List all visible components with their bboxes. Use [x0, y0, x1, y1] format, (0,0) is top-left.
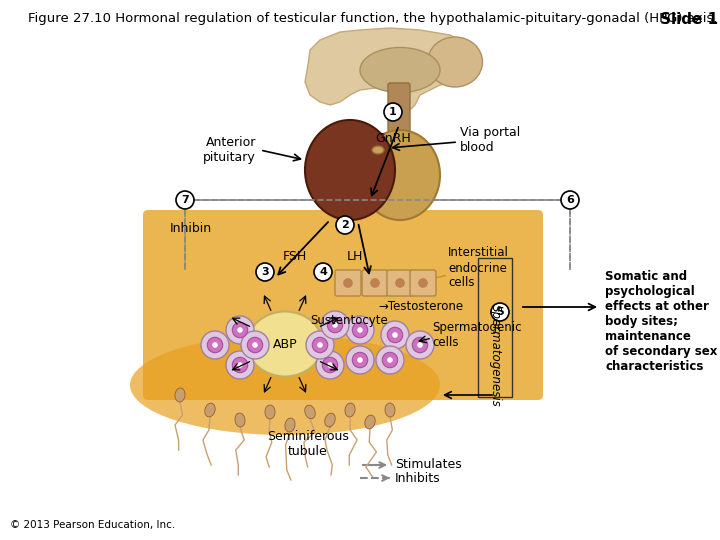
Ellipse shape	[130, 335, 440, 435]
Circle shape	[376, 346, 404, 374]
Circle shape	[343, 278, 353, 288]
Text: 3: 3	[261, 267, 269, 277]
FancyBboxPatch shape	[362, 270, 388, 296]
Text: Inhibits: Inhibits	[395, 471, 441, 484]
Text: 4: 4	[319, 267, 327, 277]
Text: FSH: FSH	[283, 250, 307, 263]
Text: 6: 6	[566, 195, 574, 205]
Ellipse shape	[325, 413, 335, 427]
Circle shape	[346, 346, 374, 374]
Text: ABP: ABP	[273, 338, 297, 350]
Circle shape	[336, 216, 354, 234]
Circle shape	[387, 327, 402, 343]
Circle shape	[417, 342, 423, 348]
Ellipse shape	[235, 413, 245, 427]
Circle shape	[226, 316, 254, 344]
Circle shape	[392, 332, 397, 338]
Polygon shape	[305, 28, 480, 110]
Circle shape	[491, 303, 509, 321]
Circle shape	[207, 338, 222, 353]
Text: Interstitial
endocrine
cells: Interstitial endocrine cells	[448, 246, 509, 289]
Circle shape	[406, 331, 434, 359]
Ellipse shape	[205, 403, 215, 417]
Text: Anterior
pituitary: Anterior pituitary	[203, 136, 256, 164]
Ellipse shape	[175, 388, 185, 402]
Circle shape	[346, 316, 374, 344]
Circle shape	[176, 191, 194, 209]
Text: © 2013 Pearson Education, Inc.: © 2013 Pearson Education, Inc.	[10, 520, 175, 530]
Circle shape	[323, 357, 338, 373]
Circle shape	[387, 357, 393, 363]
Circle shape	[328, 318, 343, 333]
Circle shape	[233, 322, 248, 338]
FancyBboxPatch shape	[335, 270, 361, 296]
Ellipse shape	[360, 130, 440, 220]
FancyBboxPatch shape	[143, 210, 543, 400]
Text: Spermatogenic
cells: Spermatogenic cells	[432, 321, 521, 349]
Circle shape	[252, 342, 258, 348]
Circle shape	[332, 322, 338, 328]
Text: Sustentocyte: Sustentocyte	[310, 314, 388, 327]
Circle shape	[370, 278, 380, 288]
Text: GnRH: GnRH	[375, 132, 411, 145]
Circle shape	[233, 357, 248, 373]
Circle shape	[327, 362, 333, 368]
Ellipse shape	[285, 418, 295, 432]
Circle shape	[384, 103, 402, 121]
Circle shape	[418, 278, 428, 288]
Circle shape	[357, 357, 363, 363]
Circle shape	[561, 191, 579, 209]
Text: Via portal
blood: Via portal blood	[460, 126, 521, 154]
Ellipse shape	[305, 405, 315, 419]
Circle shape	[352, 322, 368, 338]
Circle shape	[237, 362, 243, 368]
Text: 5: 5	[496, 307, 504, 317]
FancyBboxPatch shape	[387, 270, 413, 296]
Ellipse shape	[428, 37, 482, 87]
Circle shape	[212, 342, 218, 348]
Text: Somatic and
psychological
effects at other
body sites;
maintenance
of secondary : Somatic and psychological effects at oth…	[605, 270, 717, 373]
Circle shape	[381, 321, 409, 349]
Text: →Testosterone: →Testosterone	[378, 300, 463, 314]
Ellipse shape	[372, 146, 384, 154]
Circle shape	[247, 338, 263, 353]
Ellipse shape	[345, 403, 355, 417]
Text: 2: 2	[341, 220, 349, 230]
Circle shape	[256, 263, 274, 281]
Ellipse shape	[365, 415, 375, 429]
Text: LH: LH	[347, 250, 363, 263]
Text: Slide 1: Slide 1	[660, 12, 718, 27]
Text: Figure 27.10 Hormonal regulation of testicular function, the hypothalamic-pituit: Figure 27.10 Hormonal regulation of test…	[28, 12, 718, 25]
Circle shape	[357, 327, 363, 333]
FancyBboxPatch shape	[410, 270, 436, 296]
Ellipse shape	[384, 403, 395, 417]
Circle shape	[226, 351, 254, 379]
Text: 1: 1	[389, 107, 397, 117]
Text: Inhibin: Inhibin	[170, 222, 212, 235]
Circle shape	[312, 338, 328, 353]
Circle shape	[314, 263, 332, 281]
Circle shape	[318, 342, 323, 348]
Circle shape	[382, 352, 397, 368]
Ellipse shape	[305, 120, 395, 220]
Text: 7: 7	[181, 195, 189, 205]
Circle shape	[413, 338, 428, 353]
Ellipse shape	[248, 312, 323, 376]
Text: Stimulates: Stimulates	[395, 458, 462, 471]
Text: Seminiferous
tubule: Seminiferous tubule	[267, 430, 349, 458]
Circle shape	[395, 278, 405, 288]
FancyBboxPatch shape	[388, 83, 410, 132]
Circle shape	[306, 331, 334, 359]
Circle shape	[237, 327, 243, 333]
Circle shape	[241, 331, 269, 359]
Circle shape	[316, 351, 344, 379]
Circle shape	[321, 311, 349, 339]
Circle shape	[201, 331, 229, 359]
Circle shape	[352, 352, 368, 368]
Text: Spermatogenesis: Spermatogenesis	[488, 303, 502, 407]
Ellipse shape	[265, 405, 275, 419]
Ellipse shape	[360, 48, 440, 92]
